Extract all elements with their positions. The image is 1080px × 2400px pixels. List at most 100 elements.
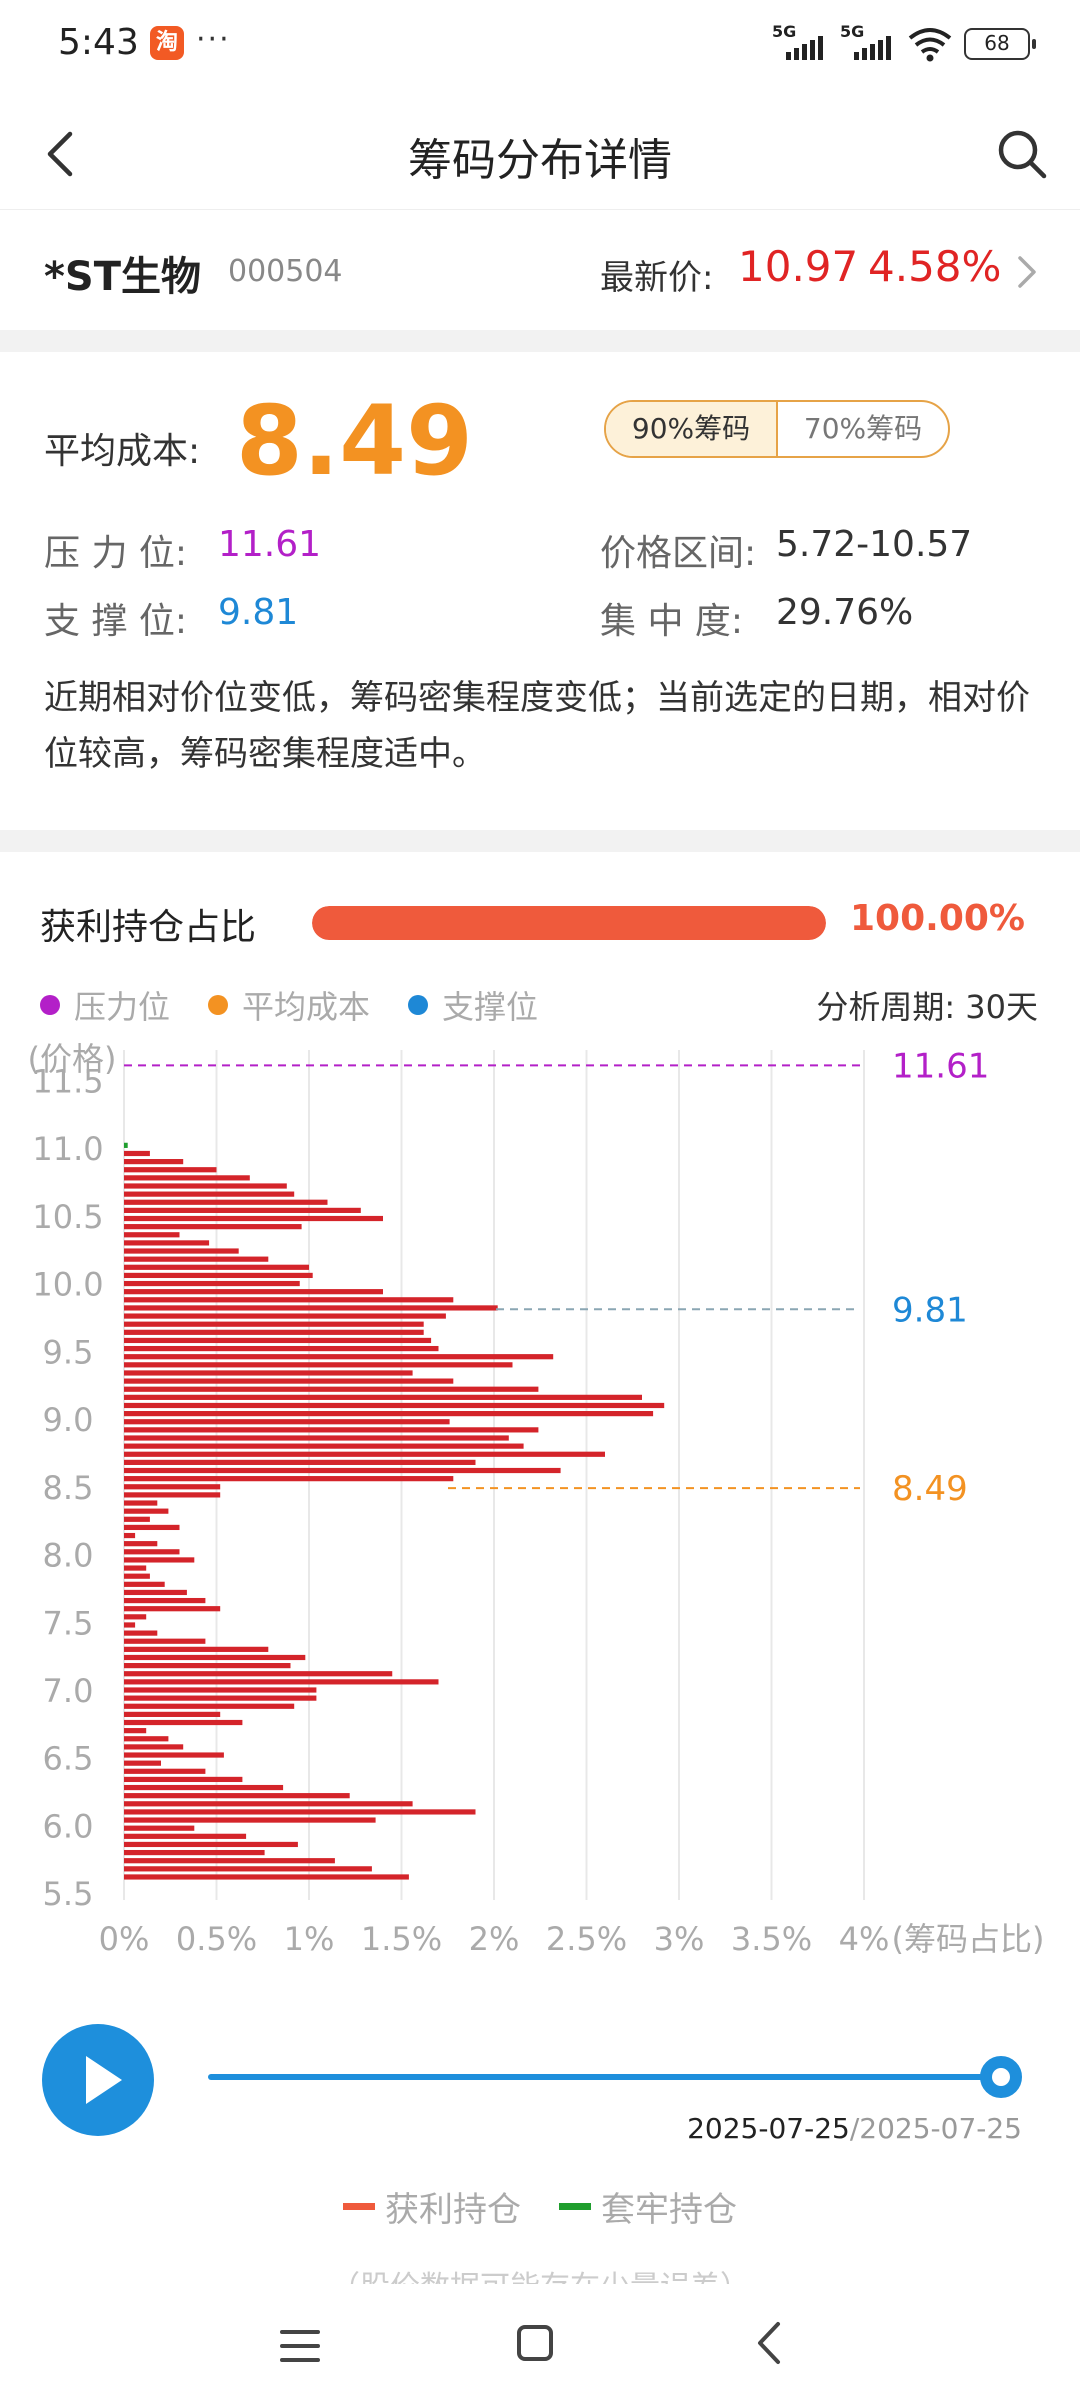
avg-cost-label: 平均成本: xyxy=(44,431,201,472)
menu-icon[interactable] xyxy=(280,2328,320,2364)
profit-bar xyxy=(124,1841,298,1848)
profit-bar xyxy=(124,1159,184,1165)
profit-bar xyxy=(124,1874,409,1880)
profit-ratio-percent: 100.00% xyxy=(850,898,1025,939)
profit-bar xyxy=(124,1321,424,1327)
date-slider-thumb[interactable] xyxy=(980,2056,1022,2098)
date-readout: 2025-07-25/2025-07-25 xyxy=(687,2112,1022,2145)
y-axis-label: (价格) xyxy=(28,1040,117,1078)
support-dot-icon xyxy=(408,995,429,1015)
toggle-90-percent[interactable]: 90%筹码 xyxy=(606,402,778,456)
profit-bar xyxy=(124,1654,306,1661)
profit-bar xyxy=(124,1297,454,1303)
search-icon[interactable] xyxy=(994,126,1050,182)
profit-bar xyxy=(124,1248,239,1254)
pressure-value: 11.61 xyxy=(218,524,322,565)
back-icon[interactable] xyxy=(36,126,86,182)
stock-name: *ST生物 xyxy=(44,254,202,300)
profit-bar xyxy=(124,1484,221,1490)
home-icon[interactable] xyxy=(516,2324,554,2362)
profit-bar xyxy=(124,1354,554,1360)
profit-bar xyxy=(124,1760,161,1766)
page-title: 筹码分布详情 xyxy=(408,135,672,186)
y-tick-label: 5.5 xyxy=(43,1875,94,1913)
profit-bar xyxy=(124,1793,350,1799)
end-date: 2025-07-25 xyxy=(859,2112,1022,2145)
profit-bar xyxy=(124,1256,269,1262)
section-divider xyxy=(0,330,1080,352)
profit-bar xyxy=(124,1305,498,1311)
profit-bar xyxy=(124,1264,309,1270)
profit-ratio-bar xyxy=(312,906,826,940)
date-slider-track[interactable] xyxy=(208,2074,1002,2080)
profit-bar xyxy=(124,1524,180,1531)
nav-bar: 筹码分布详情 xyxy=(0,100,1080,210)
toggle-70-percent[interactable]: 70%筹码 xyxy=(803,412,923,445)
profit-bar xyxy=(124,1329,424,1335)
profit-bar xyxy=(124,1663,291,1669)
x-tick-label: 1% xyxy=(284,1920,335,1958)
support-label: 支 撑 位: xyxy=(44,601,188,642)
profit-bar xyxy=(124,1711,221,1717)
y-tick-label: 9.0 xyxy=(43,1401,94,1439)
profit-bar xyxy=(124,1500,158,1506)
profit-bar xyxy=(124,1280,300,1287)
reference-line-label: 11.61 xyxy=(892,1046,989,1086)
profit-bar xyxy=(124,1345,439,1352)
y-tick-label: 6.5 xyxy=(43,1740,94,1778)
chevron-right-icon[interactable] xyxy=(1014,252,1040,292)
profit-bar xyxy=(124,1175,250,1181)
x-tick-label: 0% xyxy=(99,1920,150,1958)
x-tick-label: 1.5% xyxy=(361,1920,442,1958)
reference-line-label: 9.81 xyxy=(892,1290,968,1330)
analysis-period[interactable]: 分析周期: 30天 xyxy=(816,988,1038,1026)
profit-bar xyxy=(124,1614,147,1620)
profit-bar xyxy=(124,1443,524,1449)
legend-trapped: 套牢持仓 xyxy=(559,2182,737,2231)
price-range-value: 5.72-10.57 xyxy=(776,524,973,565)
pressure-label: 压 力 位: xyxy=(44,533,188,574)
profit-bar xyxy=(124,1289,383,1295)
price-range-label: 价格区间: xyxy=(600,533,757,574)
play-button[interactable] xyxy=(42,2024,154,2136)
chip-percent-toggle[interactable]: 90%筹码 70%筹码 xyxy=(604,400,950,458)
profit-bar xyxy=(124,1784,284,1791)
signal-5g-icon: 5G xyxy=(772,22,828,62)
profit-bar xyxy=(124,1565,147,1571)
profit-ratio-label: 获利持仓占比 xyxy=(40,907,257,948)
y-tick-label: 10.5 xyxy=(32,1198,103,1236)
legend-profit: 获利持仓 xyxy=(343,2182,521,2231)
profit-bar xyxy=(124,1240,210,1246)
legend-avg-cost: 平均成本 xyxy=(208,982,370,1028)
profit-bar xyxy=(124,1849,265,1856)
profit-swatch-icon xyxy=(343,2203,375,2210)
profit-bar xyxy=(124,1313,446,1319)
avg-cost-value: 8.49 xyxy=(236,385,473,497)
profit-bar xyxy=(124,1809,476,1815)
profit-bar xyxy=(124,1817,376,1823)
system-back-icon[interactable] xyxy=(754,2320,784,2366)
profit-bar xyxy=(124,1630,158,1636)
profit-bar xyxy=(124,1719,243,1726)
profit-bar xyxy=(124,1638,206,1644)
y-tick-label: 8.5 xyxy=(43,1469,94,1507)
profit-bar xyxy=(124,1833,247,1839)
distribution-description: 近期相对价位变低，筹码密集程度变低；当前选定的日期，相对价位较高，筹码密集程度适… xyxy=(44,678,1030,774)
profit-bar xyxy=(124,1736,169,1742)
profit-bar xyxy=(124,1272,313,1279)
profit-bar xyxy=(124,1435,509,1441)
profit-bar xyxy=(124,1679,439,1685)
profit-bar xyxy=(124,1541,158,1547)
stock-code: 000504 xyxy=(228,254,343,289)
y-tick-label: 11.0 xyxy=(32,1130,103,1168)
profit-bar xyxy=(124,1858,335,1864)
concentration-label: 集 中 度: xyxy=(600,601,744,642)
stock-header[interactable]: *ST生物 000504 最新价: 10.97 4.58% xyxy=(0,212,1080,330)
x-tick-label: 2.5% xyxy=(546,1920,627,1958)
profit-bar xyxy=(124,1337,432,1344)
profit-bar xyxy=(124,1394,642,1400)
chip-distribution-chart[interactable]: 0% 0.5% 1% 1.5% 2% 2.5% 3% 3.5% 4% (筹码占比) (价格) 5.5 6… xyxy=(0,1040,1080,1980)
pressure-dot-icon xyxy=(40,995,60,1015)
profit-bar xyxy=(124,1687,317,1693)
legend-pressure: 压力位 xyxy=(40,982,170,1028)
